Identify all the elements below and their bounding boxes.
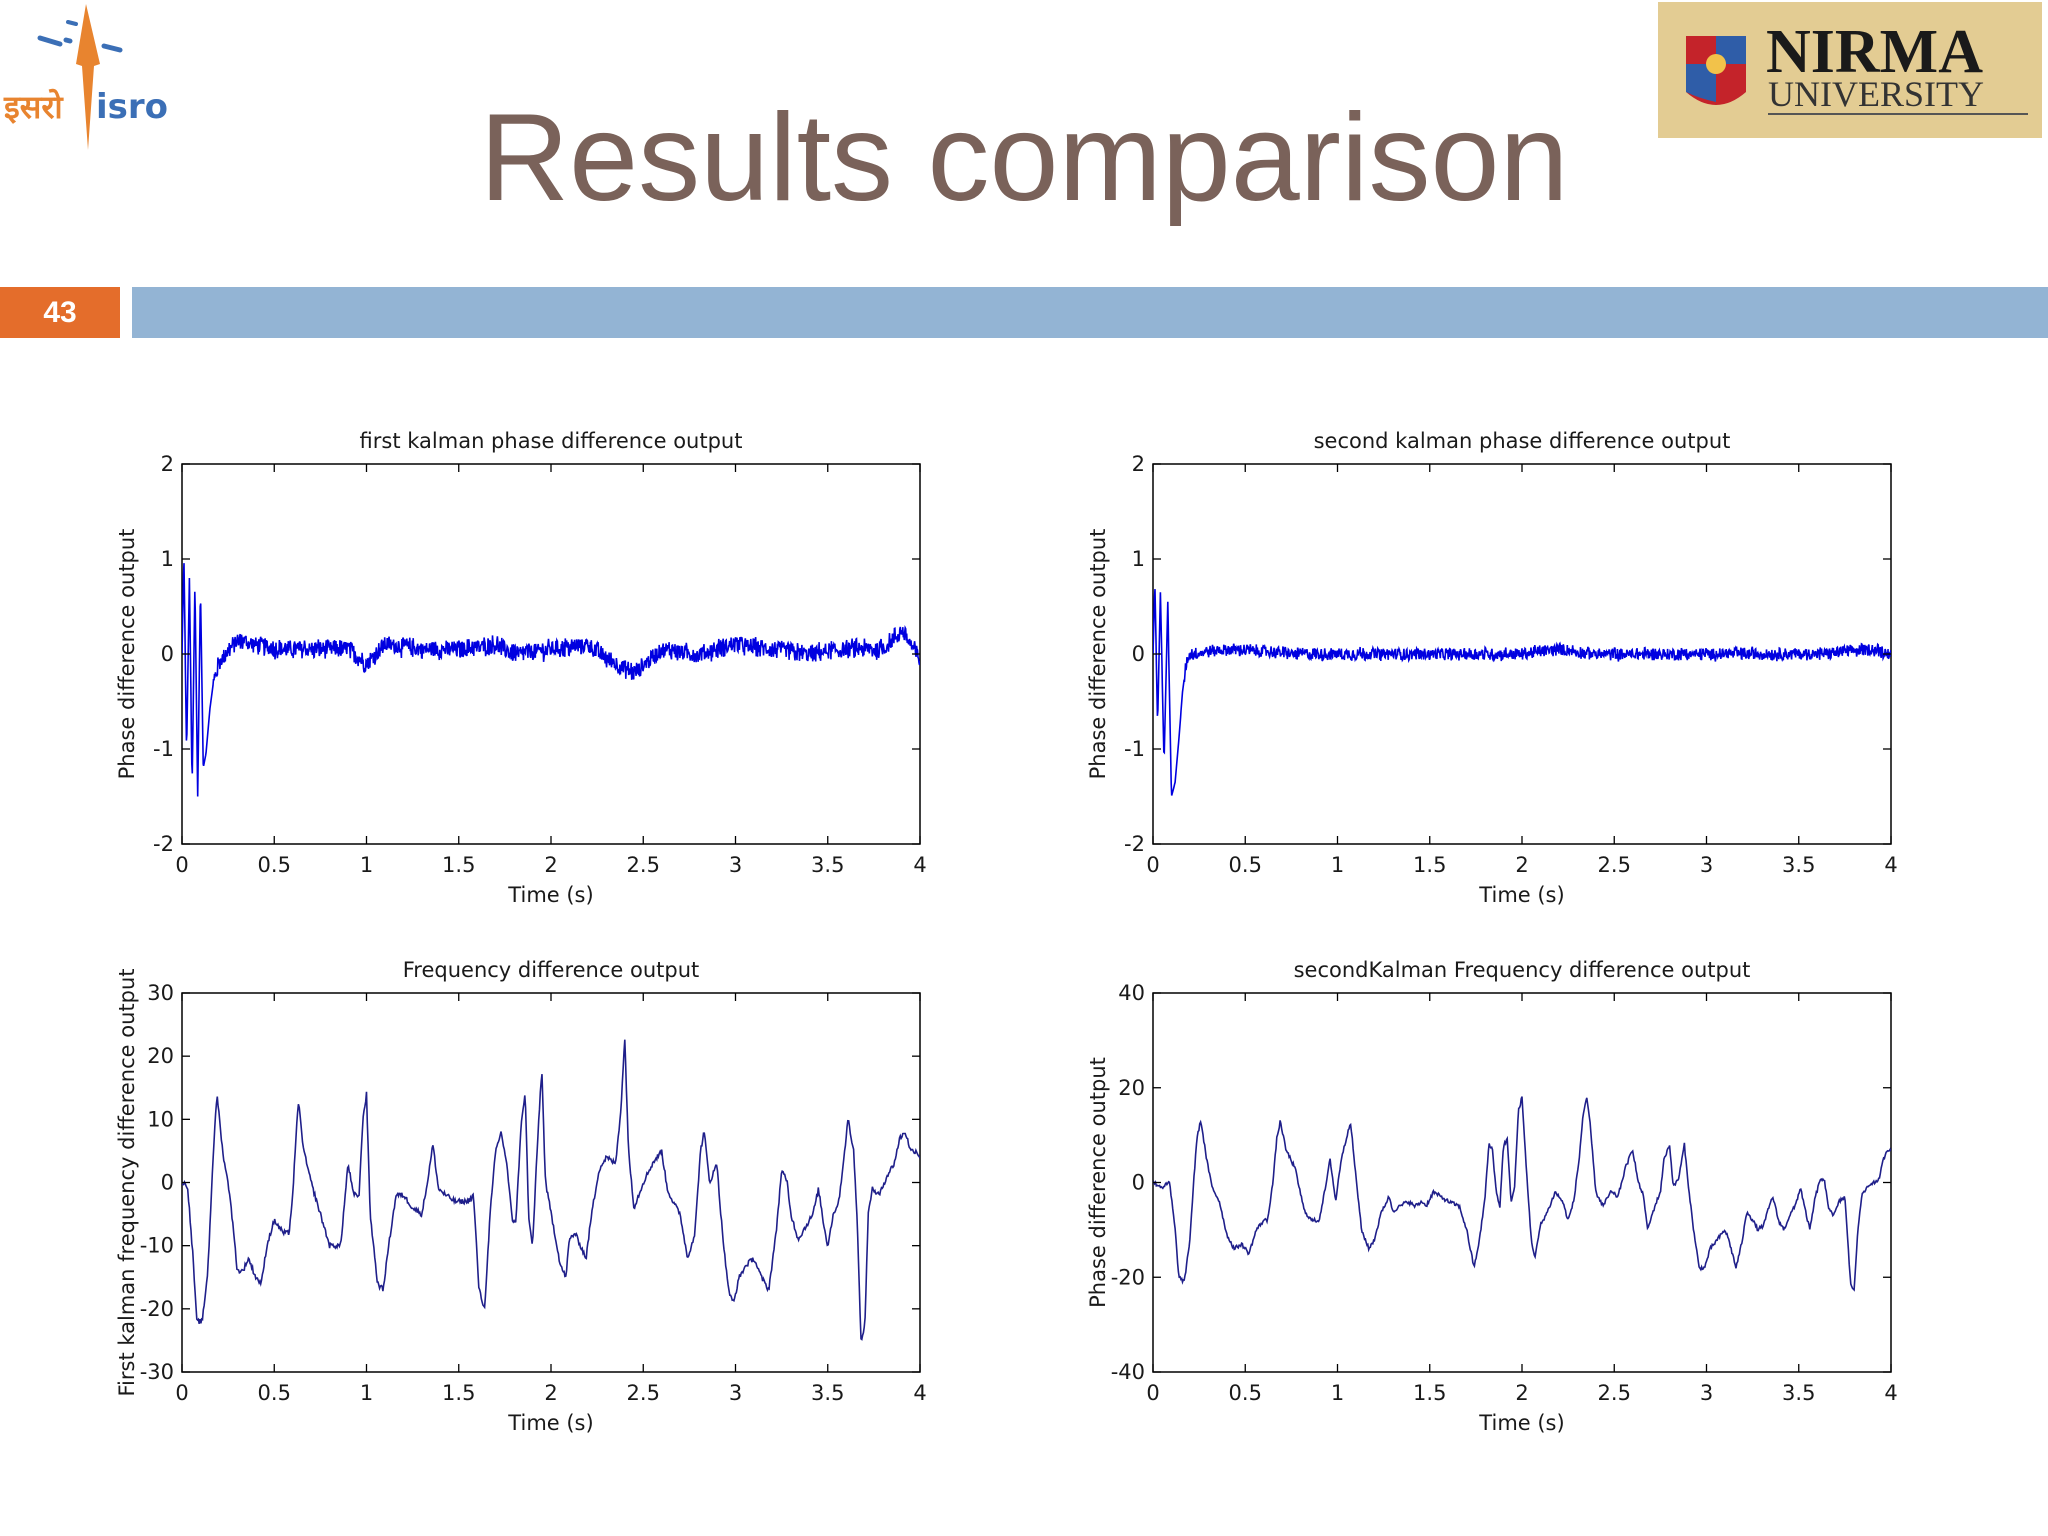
y-axis-label: Phase difference output (1086, 1057, 1110, 1308)
rocket-icon (37, 4, 123, 150)
x-axis-label: Time (s) (1478, 1411, 1564, 1435)
series-line-1 (1153, 589, 1891, 796)
x-tick-label: 2 (544, 1381, 557, 1405)
x-tick-label: 1.5 (442, 1381, 475, 1405)
y-tick-label: 2 (1132, 452, 1145, 476)
x-tick-label: 0 (1146, 853, 1159, 877)
y-tick-label: -2 (153, 832, 174, 856)
y-tick-label: 2 (161, 452, 174, 476)
series-line-1 (182, 1039, 920, 1341)
x-tick-label: 1.5 (1413, 1381, 1446, 1405)
chart-2: 0 0.5 1 1.5 2 2.5 3 3.5 4 -2 -1 0 1 2 second kalman ph… (1086, 429, 1898, 907)
chart-3: 0 0.5 1 1.5 2 2.5 3 3.5 4 -30 -20 -10 0 10 20 30 Frequen… (115, 958, 927, 1435)
y-tick-label: -1 (1124, 737, 1145, 761)
x-tick-label: 0 (175, 1381, 188, 1405)
x-tick-label: 1 (360, 853, 373, 877)
x-tick-label: 0 (175, 853, 188, 877)
shield-icon (1686, 36, 1746, 105)
x-tick-label: 1 (360, 1381, 373, 1405)
chart-title: secondKalman Frequency difference output (1294, 958, 1751, 982)
plot-frame (181, 992, 921, 1373)
x-tick-label: 0.5 (1229, 853, 1262, 877)
isro-logo-text: इसरो (3, 88, 64, 126)
y-tick-label: 1 (161, 547, 174, 571)
isro-logo-text-en: isro (96, 87, 168, 127)
y-tick-label: -20 (1111, 1265, 1145, 1289)
nirma-university-logo: NIRMA UNIVERSITY (1658, 2, 2042, 138)
y-tick-label: -40 (1111, 1360, 1145, 1384)
plot-frame (1152, 992, 1892, 1373)
x-tick-label: 2.5 (1598, 853, 1631, 877)
x-tick-label: 3 (729, 853, 742, 877)
x-tick-label: 2 (1515, 1381, 1528, 1405)
x-tick-label: 2 (1515, 853, 1528, 877)
university-logo-text: UNIVERSITY (1768, 74, 1984, 114)
y-tick-label: 20 (147, 1044, 174, 1068)
y-tick-label: -30 (140, 1360, 174, 1384)
chart-title: Frequency difference output (403, 958, 700, 982)
y-tick-label: -2 (1124, 832, 1145, 856)
y-tick-label: 0 (1132, 642, 1145, 666)
x-tick-label: 4 (1884, 853, 1897, 877)
x-axis-label: Time (s) (507, 1411, 593, 1435)
x-tick-label: 4 (913, 853, 926, 877)
x-tick-label: 2.5 (627, 853, 660, 877)
x-tick-label: 1 (1331, 853, 1344, 877)
y-tick-label: 0 (161, 1171, 174, 1195)
chart-title: first kalman phase difference output (360, 429, 743, 453)
x-tick-label: 1 (1331, 1381, 1344, 1405)
x-tick-label: 4 (1884, 1381, 1897, 1405)
x-tick-label: 1.5 (442, 853, 475, 877)
series-line-1 (1153, 1096, 1891, 1292)
x-tick-label: 3 (729, 1381, 742, 1405)
x-tick-label: 3.5 (811, 853, 844, 877)
x-tick-label: 3.5 (1782, 853, 1815, 877)
title-underline-bar (132, 287, 2048, 338)
y-tick-label: 20 (1118, 1076, 1145, 1100)
x-axis-label: Time (s) (507, 883, 593, 907)
chart-4: 0 0.5 1 1.5 2 2.5 3 3.5 4 -40 -20 0 20 40 secondKalman… (1086, 958, 1898, 1435)
x-tick-label: 0.5 (1229, 1381, 1262, 1405)
x-tick-label: 3 (1700, 853, 1713, 877)
nirma-logo-text: NIRMA (1766, 18, 1983, 86)
y-tick-label: 10 (147, 1107, 174, 1131)
y-tick-label: 0 (1132, 1171, 1145, 1195)
x-tick-label: 2.5 (627, 1381, 660, 1405)
x-axis-label: Time (s) (1478, 883, 1564, 907)
series-line-1 (182, 563, 920, 797)
y-tick-label: 30 (147, 981, 174, 1005)
y-tick-label: -20 (140, 1297, 174, 1321)
x-tick-label: 4 (913, 1381, 926, 1405)
y-tick-label: 1 (1132, 547, 1145, 571)
y-axis-label: Phase difference output (115, 529, 139, 780)
x-tick-label: 0 (1146, 1381, 1159, 1405)
y-tick-label: 0 (161, 642, 174, 666)
slide-title: Results comparison (479, 89, 1569, 227)
x-tick-label: 3 (1700, 1381, 1713, 1405)
x-tick-label: 2.5 (1598, 1381, 1631, 1405)
chart-title: second kalman phase difference output (1314, 429, 1731, 453)
chart-1: 0 0.5 1 1.5 2 2.5 3 3.5 4 -2 -1 0 1 2 first kalman pha… (115, 429, 927, 907)
y-tick-label: -10 (140, 1234, 174, 1258)
x-tick-label: 0.5 (258, 853, 291, 877)
x-tick-label: 1.5 (1413, 853, 1446, 877)
y-axis-label: Phase difference output (1086, 529, 1110, 780)
y-axis-label: First kalman frequency difference output (115, 968, 139, 1396)
slide-number-badge: 43 (0, 287, 120, 338)
x-tick-label: 3.5 (811, 1381, 844, 1405)
isro-logo: इसरो isro (3, 4, 168, 150)
x-tick-label: 3.5 (1782, 1381, 1815, 1405)
x-tick-label: 0.5 (258, 1381, 291, 1405)
y-tick-label: 40 (1118, 981, 1145, 1005)
y-tick-label: -1 (153, 737, 174, 761)
x-tick-label: 2 (544, 853, 557, 877)
